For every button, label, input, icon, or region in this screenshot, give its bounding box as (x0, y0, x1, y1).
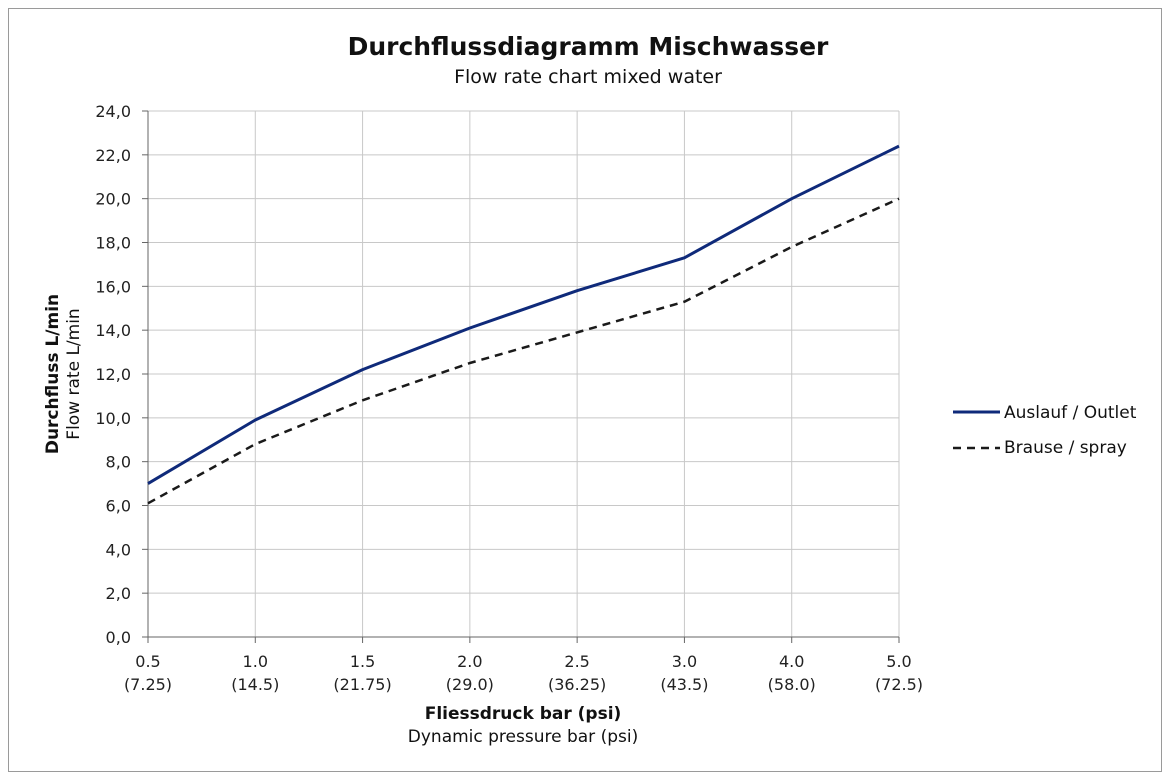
y-tick-label: 4,0 (106, 540, 131, 559)
y-tick-label: 20,0 (95, 190, 131, 209)
x-tick-label-secondary: (21.75) (333, 675, 391, 694)
y-tick-label: 22,0 (95, 146, 131, 165)
x-tick-label: 4.0 (779, 652, 804, 671)
chart-frame (8, 8, 1162, 772)
y-tick-label: 16,0 (95, 277, 131, 296)
y-tick-label: 10,0 (95, 409, 131, 428)
x-tick-label-secondary: (58.0) (768, 675, 816, 694)
series-lines (147, 144, 900, 505)
y-axis-ticks: 0,0 2,0 4,0 6,0 8,0 10,0 12,0 14,0 16,0 18,0 20,0 2… (95, 102, 148, 647)
x-tick-label: 0.5 (135, 652, 160, 671)
x-tick-label-secondary: (43.5) (660, 675, 708, 694)
y-axis-title-secondary: Flow rate L/min (64, 308, 84, 439)
chart-title: Durchflussdiagramm Mischwasser (348, 32, 829, 61)
x-axis-title: Fliessdruck bar (psi) (425, 704, 622, 724)
x-tick-label-secondary: (36.25) (548, 675, 606, 694)
x-tick-label: 1.0 (243, 652, 268, 671)
x-axis-title-secondary: Dynamic pressure bar (psi) (408, 727, 638, 747)
y-tick-label: 2,0 (106, 584, 131, 603)
x-tick-label-secondary: (29.0) (446, 675, 494, 694)
y-tick-label: 8,0 (106, 453, 131, 472)
gridlines (148, 110, 900, 637)
legend-label-spray: Brause / spray (1004, 438, 1127, 458)
y-tick-label: 12,0 (95, 365, 131, 384)
y-tick-label: 24,0 (95, 102, 131, 121)
y-axis-title: Durchfluss L/min (43, 294, 63, 454)
series-line-outlet (147, 144, 900, 485)
x-tick-label: 2.5 (564, 652, 589, 671)
x-tick-label-secondary: (72.5) (875, 675, 923, 694)
series-line-spray (147, 197, 900, 505)
x-tick-label-secondary: (14.5) (231, 675, 279, 694)
x-tick-label: 3.0 (672, 652, 697, 671)
x-tick-label-secondary: (7.25) (124, 675, 172, 694)
chart-subtitle: Flow rate chart mixed water (454, 66, 722, 88)
y-tick-label: 14,0 (95, 321, 131, 340)
y-tick-label: 18,0 (95, 234, 131, 253)
x-tick-label: 5.0 (886, 652, 911, 671)
legend-label-outlet: Auslauf / Outlet (1004, 403, 1137, 423)
x-tick-label: 2.0 (457, 652, 482, 671)
x-axis-ticks: 0.5 (7.25) 1.0 (14.5) 1.5 (21.75) 2.0 (29.0) 2.5… (124, 637, 923, 694)
y-tick-label: 0,0 (106, 628, 131, 647)
legend: Auslauf / Outlet Brause / spray (953, 403, 1137, 458)
y-tick-label: 6,0 (106, 497, 131, 516)
x-tick-label: 1.5 (350, 652, 375, 671)
